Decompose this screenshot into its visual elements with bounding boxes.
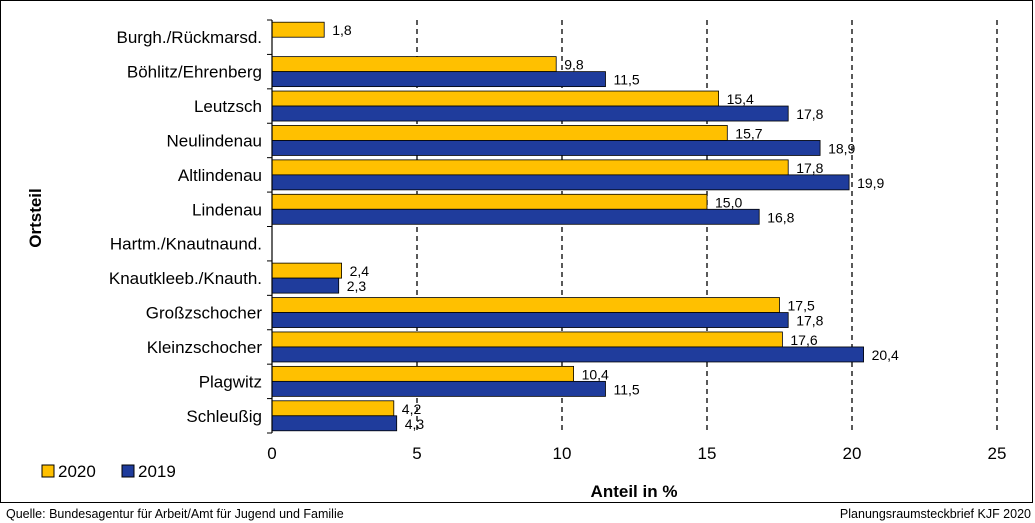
x-tick-label: 15 — [698, 444, 717, 463]
category-label: Altlindenau — [178, 166, 262, 185]
data-label-2020: 2,4 — [350, 263, 370, 279]
bar-2020 — [271, 193, 708, 210]
source-note: Quelle: Bundesagentur für Arbeit/Amt für… — [6, 507, 344, 521]
y-axis-title: Ortsteil — [26, 188, 45, 248]
legend-swatch-2020 — [41, 464, 55, 478]
data-label-2020: 9,8 — [564, 57, 584, 73]
data-label-2019: 11,5 — [614, 72, 640, 88]
data-label-2020: 17,5 — [788, 298, 815, 314]
data-label-2020: 15,0 — [715, 194, 742, 210]
bar-2019 — [271, 140, 821, 156]
bar-2020 — [271, 331, 783, 348]
data-label-2020: 17,8 — [796, 160, 823, 176]
legend-swatch-2019 — [121, 464, 135, 478]
data-label-2019: 4,3 — [405, 416, 425, 432]
label-layer: 1,8 9,8 11,5 15,4 17,8 15,7 18,9 17,8 19,9 15,0 16… — [332, 22, 899, 432]
axis-layer: 0 5 10 15 20 25 Burgh./Rückmarsd. Böhlitz/Ehren… — [109, 19, 1007, 463]
credit-note: Planungsraumsteckbrief KJF 2020 — [839, 507, 1031, 521]
data-label-2020: 17,6 — [790, 332, 817, 348]
legend-label-2019: 2019 — [138, 462, 176, 481]
bar-2019 — [271, 105, 789, 122]
bar-2019 — [271, 415, 398, 432]
data-label-2020: 15,7 — [735, 125, 762, 141]
x-tick-label: 5 — [412, 444, 421, 463]
data-label-2020: 1,8 — [332, 22, 352, 38]
grid-layer — [416, 20, 998, 433]
category-label: Schleußig — [186, 407, 262, 426]
data-label-2020: 10,4 — [582, 366, 609, 382]
x-tick-label: 10 — [553, 444, 572, 463]
bar-2020 — [271, 365, 575, 382]
bar-2020 — [271, 297, 780, 313]
category-label: Leutzsch — [194, 97, 262, 116]
bar-2019 — [271, 312, 789, 328]
data-label-2019: 11,5 — [614, 381, 640, 397]
bar-2019 — [271, 277, 340, 294]
category-label: Großzschocher — [146, 304, 263, 323]
x-axis-title: Anteil in % — [591, 482, 678, 501]
category-label: Hartm./Knautnaund. — [110, 235, 262, 254]
bar-2020 — [271, 125, 728, 141]
bar-2019 — [271, 208, 760, 225]
category-label: Burgh./Rückmarsd. — [117, 28, 263, 47]
data-label-2019: 2,3 — [347, 278, 367, 294]
data-label-2019: 17,8 — [796, 106, 823, 122]
data-label-2020: 4,2 — [402, 401, 422, 417]
data-label-2020: 15,4 — [727, 91, 754, 107]
data-label-2019: 16,8 — [767, 209, 794, 225]
bar-2020 — [271, 21, 325, 38]
category-label: Neulindenau — [167, 131, 262, 150]
x-tick-label: 25 — [988, 444, 1007, 463]
category-label: Kleinzschocher — [147, 338, 263, 357]
legend: 2020 2019 — [41, 462, 176, 481]
bar-2019 — [271, 174, 850, 191]
legend-label-2020: 2020 — [58, 462, 96, 481]
bar-2019 — [271, 380, 606, 397]
bar-2020 — [271, 56, 557, 73]
bar-2019 — [271, 346, 864, 363]
chart-frame — [0, 0, 1033, 503]
category-label: Lindenau — [192, 200, 262, 219]
data-label-2019: 19,9 — [857, 175, 884, 191]
bar-2019 — [271, 71, 606, 88]
category-label: Böhlitz/Ehrenberg — [127, 63, 262, 82]
bar-2020 — [271, 159, 789, 176]
data-label-2019: 18,9 — [828, 140, 855, 156]
bar-2020 — [271, 90, 720, 107]
data-label-2019: 17,8 — [796, 313, 823, 329]
category-label: Plagwitz — [199, 372, 262, 391]
bar-layer — [271, 21, 864, 432]
data-label-2019: 20,4 — [872, 347, 899, 363]
bar-2020 — [271, 400, 395, 417]
x-tick-label: 0 — [267, 444, 276, 463]
bar-2020 — [271, 262, 342, 279]
category-label: Knautkleeb./Knauth. — [109, 269, 262, 288]
x-tick-label: 20 — [843, 444, 862, 463]
